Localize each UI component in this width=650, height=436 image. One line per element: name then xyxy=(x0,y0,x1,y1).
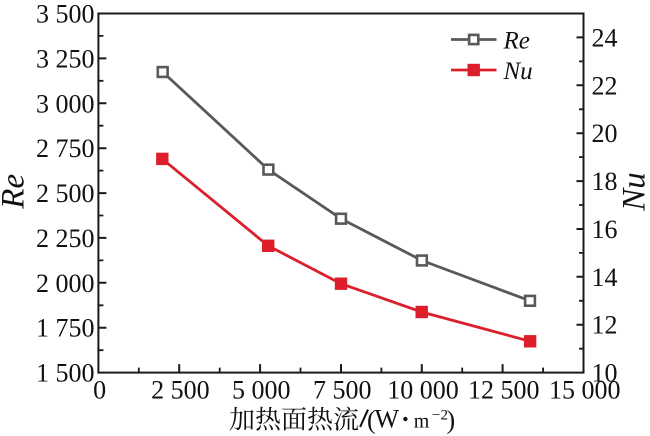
svg-text:(: ( xyxy=(367,405,376,434)
svg-text:10 000: 10 000 xyxy=(387,375,459,404)
svg-text:2 500: 2 500 xyxy=(151,375,210,404)
svg-text:14: 14 xyxy=(592,263,618,292)
svg-text:20: 20 xyxy=(592,119,618,148)
svg-text:2 500: 2 500 xyxy=(36,179,95,208)
svg-text:16: 16 xyxy=(592,215,618,244)
svg-text:Re: Re xyxy=(503,27,530,54)
svg-text:Nu: Nu xyxy=(617,172,650,212)
svg-text:0: 0 xyxy=(93,375,106,404)
svg-text:W: W xyxy=(375,405,400,434)
svg-text:2 000: 2 000 xyxy=(36,269,95,298)
svg-text:1 750: 1 750 xyxy=(36,314,95,343)
svg-text:5 000: 5 000 xyxy=(232,375,291,404)
svg-text:1 500: 1 500 xyxy=(36,359,95,388)
svg-text:22: 22 xyxy=(592,71,618,100)
svg-text:15 000: 15 000 xyxy=(549,375,621,404)
svg-text:3 500: 3 500 xyxy=(36,0,95,29)
svg-text:10: 10 xyxy=(592,359,618,388)
svg-text:18: 18 xyxy=(592,167,618,196)
svg-text:): ) xyxy=(447,405,456,434)
svg-text:3 250: 3 250 xyxy=(36,44,95,73)
svg-text:m: m xyxy=(414,410,430,432)
svg-text:2 250: 2 250 xyxy=(36,224,95,253)
svg-text:Nu: Nu xyxy=(503,58,533,85)
svg-text:2 750: 2 750 xyxy=(36,134,95,163)
svg-text:24: 24 xyxy=(592,23,618,52)
svg-text:3 000: 3 000 xyxy=(36,89,95,118)
svg-text:12 500: 12 500 xyxy=(468,375,540,404)
svg-text:−2: −2 xyxy=(432,407,448,423)
svg-text:7 500: 7 500 xyxy=(313,375,372,404)
svg-text:12: 12 xyxy=(592,311,618,340)
svg-text:Re: Re xyxy=(0,174,32,210)
